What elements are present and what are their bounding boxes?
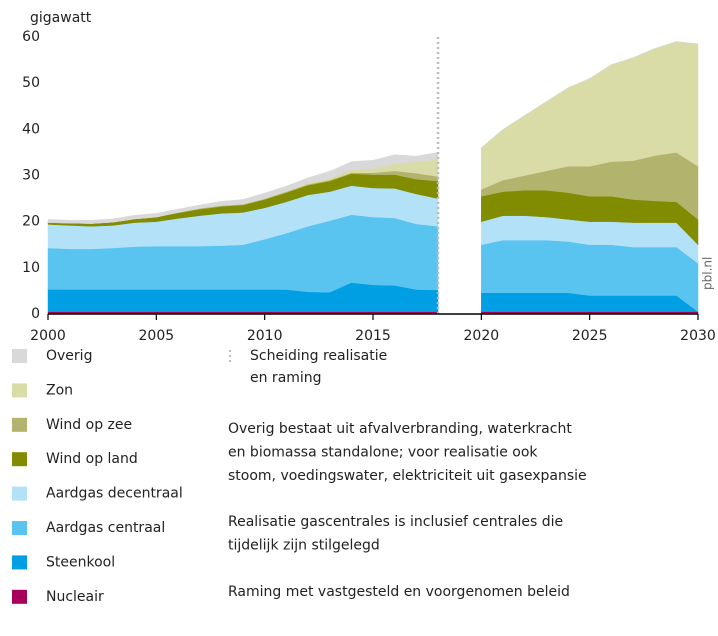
y-tick-label: 10 [22, 260, 40, 276]
divider-icon [229, 360, 231, 362]
legend-swatch [12, 521, 27, 535]
y-tick-label: 0 [31, 306, 40, 322]
note: Raming met vastgesteld en voorgenomen be… [228, 584, 570, 600]
y-tick-label: 60 [22, 29, 40, 45]
divider-icon [229, 350, 231, 352]
legend-swatch [12, 555, 27, 570]
y-tick-label: 50 [22, 75, 40, 91]
y-tick-label: 20 [22, 214, 40, 230]
divider-label: Scheiding realisatie [250, 348, 387, 364]
y-axis-label: gigawatt [30, 10, 92, 26]
note: Overig bestaat uit afvalverbranding, wat… [228, 421, 572, 437]
divider-icon [229, 355, 231, 357]
note: stoom, voedingswater, elektriciteit uit … [228, 468, 587, 484]
legend-label: Wind op land [46, 451, 138, 467]
x-tick-label: 2025 [572, 328, 608, 344]
x-tick-label: 2020 [464, 328, 500, 344]
source: pbl.nl [701, 257, 715, 290]
legend-label: Steenkool [46, 554, 115, 570]
x-tick-label: 2005 [139, 328, 175, 344]
legend-swatch [12, 452, 27, 467]
legend-label: Aardgas decentraal [46, 486, 183, 502]
legend-swatch [12, 383, 27, 398]
divider-label: en raming [250, 370, 322, 386]
legend-swatch [12, 589, 27, 604]
legend-label: Aardgas centraal [46, 520, 165, 536]
note: Realisatie gascentrales is inclusief cen… [228, 514, 563, 530]
legend-label: Zon [46, 382, 73, 398]
area [47, 41, 699, 224]
legend-label: Overig [46, 348, 92, 364]
x-tick-label: 2000 [30, 328, 66, 344]
note: en biomassa standalone; voor realisatie … [228, 445, 538, 461]
legend-swatch [12, 349, 27, 363]
x-tick-label: 2015 [355, 328, 391, 344]
note: tijdelijk zijn stilgelegd [228, 538, 380, 554]
x-tick-label: 2010 [247, 328, 283, 344]
legend-label: Wind op zee [46, 417, 132, 433]
legend-label: Nucleair [46, 589, 104, 605]
legend-swatch [12, 417, 27, 432]
y-tick-label: 30 [22, 168, 40, 184]
y-tick-label: 40 [22, 121, 40, 137]
legend-swatch [12, 486, 27, 501]
x-tick-label: 2030 [680, 328, 716, 344]
